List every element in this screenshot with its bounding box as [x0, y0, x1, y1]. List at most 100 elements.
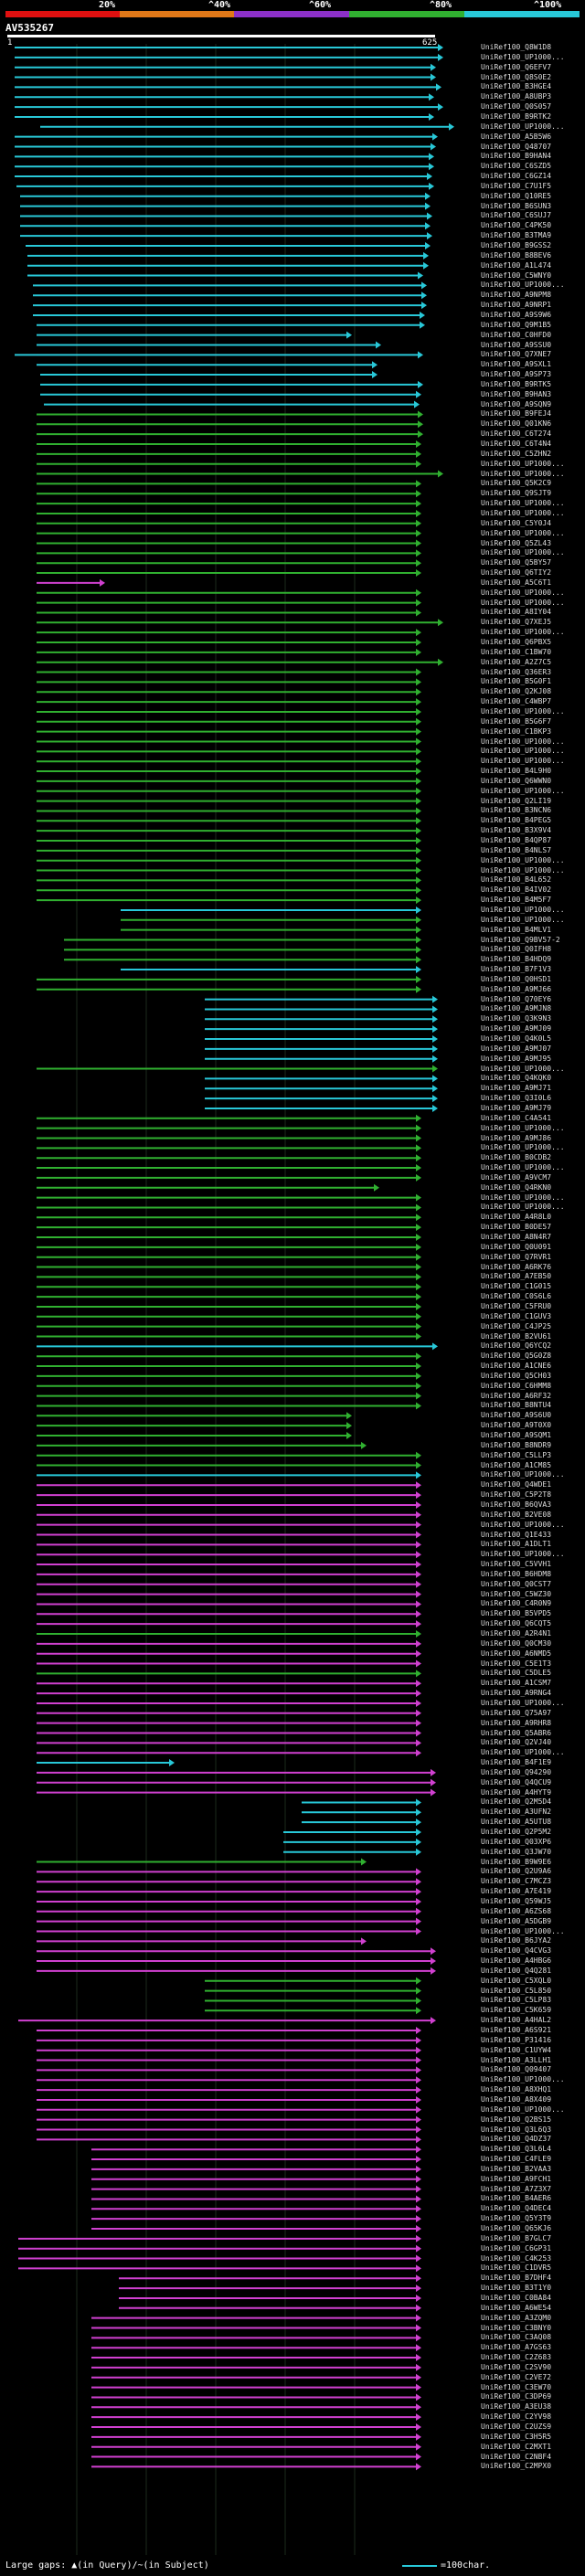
hit-label[interactable]: UniRef100_A9SXL1	[481, 361, 552, 369]
hit-label[interactable]: UniRef100_C5WNY0	[481, 271, 552, 280]
hit-label[interactable]: UniRef100_UP1000...	[481, 2076, 565, 2084]
hit-label[interactable]: UniRef100_Q3K9N3	[481, 1015, 552, 1023]
hit-label[interactable]: UniRef100_B3NCN6	[481, 807, 552, 815]
hit-label[interactable]: UniRef100_A2R4N1	[481, 1630, 552, 1638]
hit-label[interactable]: UniRef100_C6T4N4	[481, 440, 552, 448]
hit-label[interactable]: UniRef100_A9VCM7	[481, 1173, 552, 1182]
hit-label[interactable]: UniRef100_Q5G0Z8	[481, 1352, 552, 1361]
hit-label[interactable]: UniRef100_UP1000...	[481, 866, 565, 875]
hit-label[interactable]: UniRef100_A1CNE6	[481, 1362, 552, 1371]
hit-label[interactable]: UniRef100_A5C6T1	[481, 578, 552, 587]
hit-label[interactable]: UniRef100_UP1000...	[481, 1927, 565, 1935]
hit-label[interactable]: UniRef100_UP1000...	[481, 500, 565, 508]
hit-label[interactable]: UniRef100_UP1000...	[481, 787, 565, 795]
hit-label[interactable]: UniRef100_UP1000...	[481, 1203, 565, 1212]
hit-label[interactable]: UniRef100_B0DE57	[481, 1224, 552, 1232]
hit-label[interactable]: UniRef100_A9MJN8	[481, 1005, 552, 1013]
hit-label[interactable]: UniRef100_Q2M5D4	[481, 1798, 552, 1807]
hit-label[interactable]: UniRef100_UP1000...	[481, 1193, 565, 1202]
hit-label[interactable]: UniRef100_A9MJ79	[481, 1104, 552, 1112]
hit-label[interactable]: UniRef100_A9S9W6	[481, 311, 552, 319]
hit-label[interactable]: UniRef100_C6T274	[481, 430, 552, 439]
hit-label[interactable]: UniRef100_Q3JW70	[481, 1848, 552, 1856]
hit-label[interactable]: UniRef100_UP1000...	[481, 629, 565, 637]
hit-label[interactable]: UniRef100_B5VPD5	[481, 1610, 552, 1618]
hit-label[interactable]: UniRef100_UP1000...	[481, 53, 565, 61]
hit-label[interactable]: UniRef100_A1CSM7	[481, 1680, 552, 1688]
hit-label[interactable]: UniRef100_P31416	[481, 2036, 552, 2044]
hit-label[interactable]: UniRef100_A8UBP3	[481, 93, 552, 101]
hit-label[interactable]: UniRef100_Q3L6L4	[481, 2146, 552, 2154]
hit-label[interactable]: UniRef100_A9S6U0	[481, 1412, 552, 1420]
hit-label[interactable]: UniRef100_C5WZ30	[481, 1590, 552, 1598]
hit-label[interactable]: UniRef100_Q09407	[481, 2066, 552, 2074]
hit-label[interactable]: UniRef100_Q1E433	[481, 1531, 552, 1539]
hit-label[interactable]: UniRef100_UP1000...	[481, 470, 565, 478]
hit-label[interactable]: UniRef100_Q0S057	[481, 103, 552, 111]
hit-label[interactable]: UniRef100_B4L652	[481, 876, 552, 885]
hit-label[interactable]: UniRef100_Q9SJT9	[481, 490, 552, 498]
hit-label[interactable]: UniRef100_B7F1V3	[481, 966, 552, 974]
hit-label[interactable]: UniRef100_C7MCZ3	[481, 1878, 552, 1886]
hit-label[interactable]: UniRef100_Q7XNE7	[481, 351, 552, 359]
hit-label[interactable]: UniRef100_C0S6L6	[481, 1293, 552, 1301]
hit-label[interactable]: UniRef100_Q36ER3	[481, 668, 552, 676]
hit-label[interactable]: UniRef100_A1L474	[481, 261, 552, 270]
hit-label[interactable]: UniRef100_A8IY04	[481, 609, 552, 617]
hit-label[interactable]: UniRef100_B4IV02	[481, 886, 552, 895]
hit-label[interactable]: UniRef100_Q5ABR6	[481, 1729, 552, 1737]
hit-label[interactable]: UniRef100_Q7XEJ5	[481, 619, 552, 627]
hit-label[interactable]: UniRef100_A2Z7C5	[481, 658, 552, 666]
hit-label[interactable]: UniRef100_A9MJ07	[481, 1044, 552, 1053]
hit-label[interactable]: UniRef100_C5DLE5	[481, 1670, 552, 1678]
hit-label[interactable]: UniRef100_UP1000...	[481, 529, 565, 537]
hit-label[interactable]: UniRef100_Q4WDE1	[481, 1481, 552, 1489]
hit-label[interactable]: UniRef100_UP1000...	[481, 599, 565, 607]
hit-label[interactable]: UniRef100_B4F1E9	[481, 1759, 552, 1767]
hit-label[interactable]: UniRef100_C1DVR5	[481, 2264, 552, 2273]
hit-label[interactable]: UniRef100_Q6WWN0	[481, 777, 552, 785]
hit-label[interactable]: UniRef100_Q4RKN0	[481, 1183, 552, 1192]
hit-label[interactable]: UniRef100_C0HFD0	[481, 331, 552, 339]
hit-label[interactable]: UniRef100_B9HAN3	[481, 390, 552, 398]
hit-label[interactable]: UniRef100_A9SP73	[481, 371, 552, 379]
hit-label[interactable]: UniRef100_UP1000...	[481, 906, 565, 914]
hit-label[interactable]: UniRef100_Q4K0L5	[481, 1035, 552, 1043]
hit-label[interactable]: UniRef100_UP1000...	[481, 707, 565, 716]
hit-label[interactable]: UniRef100_C4K253	[481, 2254, 552, 2263]
hit-label[interactable]: UniRef100_B5G0F1	[481, 678, 552, 686]
hit-label[interactable]: UniRef100_C5Y0J4	[481, 519, 552, 527]
hit-label[interactable]: UniRef100_C5K659	[481, 2007, 552, 2015]
hit-label[interactable]: UniRef100_C2UZS9	[481, 2423, 552, 2431]
hit-label[interactable]: UniRef100_Q5K2C9	[481, 480, 552, 488]
hit-label[interactable]: UniRef100_B9RTK2	[481, 112, 552, 121]
hit-label[interactable]: UniRef100_UP1000...	[481, 122, 565, 131]
hit-label[interactable]: UniRef100_Q6CQT5	[481, 1620, 552, 1628]
hit-label[interactable]: UniRef100_B9FEJ4	[481, 410, 552, 419]
hit-label[interactable]: UniRef100_Q94290	[481, 1768, 552, 1776]
hit-label[interactable]: UniRef100_A9T0X0	[481, 1422, 552, 1430]
hit-label[interactable]: UniRef100_C6SUJ7	[481, 212, 552, 220]
hit-label[interactable]: UniRef100_C7U1F5	[481, 182, 552, 190]
hit-label[interactable]: UniRef100_Q0CM30	[481, 1639, 552, 1648]
hit-label[interactable]: UniRef100_Q2P5M2	[481, 1829, 552, 1836]
hit-label[interactable]: UniRef100_Q10RE5	[481, 192, 552, 200]
hit-label[interactable]: UniRef100_A4HAL2	[481, 2017, 552, 2025]
hit-label[interactable]: UniRef100_Q75A97	[481, 1709, 552, 1717]
hit-label[interactable]: UniRef100_C3DP69	[481, 2393, 552, 2401]
hit-label[interactable]: UniRef100_C5L850	[481, 1987, 552, 1995]
hit-label[interactable]: UniRef100_C1G015	[481, 1283, 552, 1291]
hit-label[interactable]: UniRef100_C4JP25	[481, 1322, 552, 1330]
hit-label[interactable]: UniRef100_Q2KJ08	[481, 688, 552, 696]
hit-label[interactable]: UniRef100_B3X9V4	[481, 827, 552, 835]
hit-label[interactable]: UniRef100_UP1000...	[481, 1065, 565, 1073]
hit-label[interactable]: UniRef100_A8X409	[481, 2095, 552, 2104]
hit-label[interactable]: UniRef100_C2Z683	[481, 2354, 552, 2362]
hit-label[interactable]: UniRef100_UP1000...	[481, 1551, 565, 1559]
hit-label[interactable]: UniRef100_Q4KQK0	[481, 1075, 552, 1083]
hit-label[interactable]: UniRef100_UP1000...	[481, 737, 565, 746]
hit-label[interactable]: UniRef100_B6JYA2	[481, 1937, 552, 1945]
hit-label[interactable]: UniRef100_C3AQ08	[481, 2334, 552, 2342]
hit-label[interactable]: UniRef100_Q6YCQ2	[481, 1342, 552, 1351]
hit-label[interactable]: UniRef100_UP1000...	[481, 1124, 565, 1132]
